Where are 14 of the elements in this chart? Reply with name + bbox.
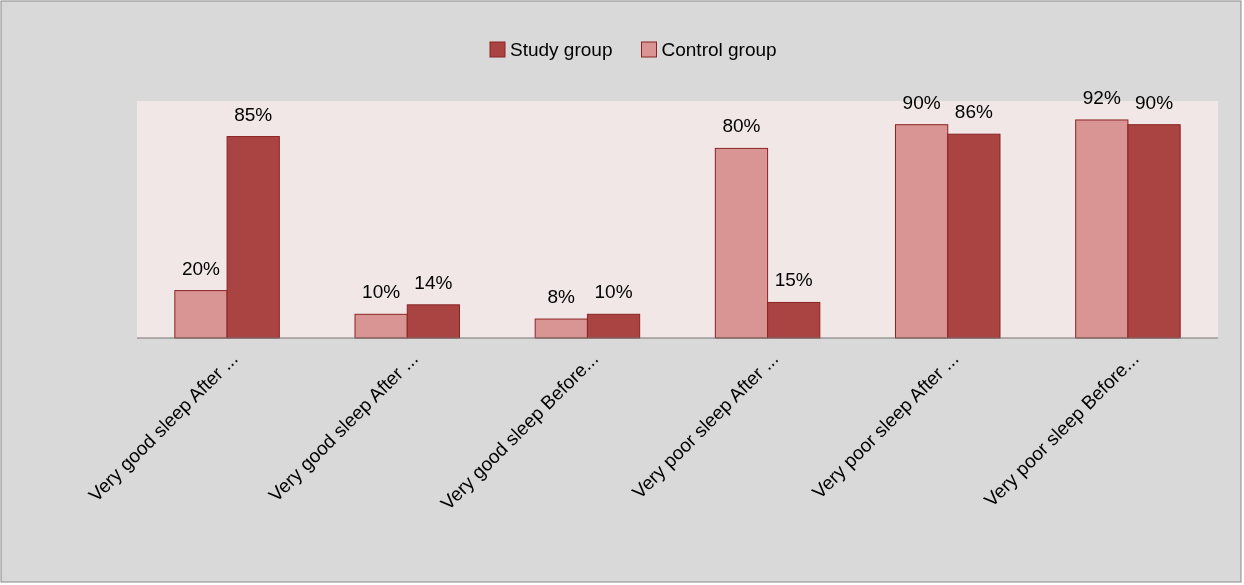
data-label: 15% xyxy=(774,269,813,291)
data-label: 92% xyxy=(1082,86,1121,108)
data-label: 90% xyxy=(1135,91,1174,113)
data-label: 90% xyxy=(902,91,941,113)
data-label: 85% xyxy=(234,103,273,125)
legend-label: Study group xyxy=(510,39,613,60)
data-label: 10% xyxy=(362,281,401,303)
data-label: 20% xyxy=(181,257,221,279)
data-label: 80% xyxy=(722,115,761,137)
data-label: 10% xyxy=(594,281,633,303)
data-label: 86% xyxy=(954,101,993,123)
legend-label: Control group xyxy=(661,39,777,60)
data-label: 8% xyxy=(547,286,576,308)
data-label: 14% xyxy=(414,271,453,293)
